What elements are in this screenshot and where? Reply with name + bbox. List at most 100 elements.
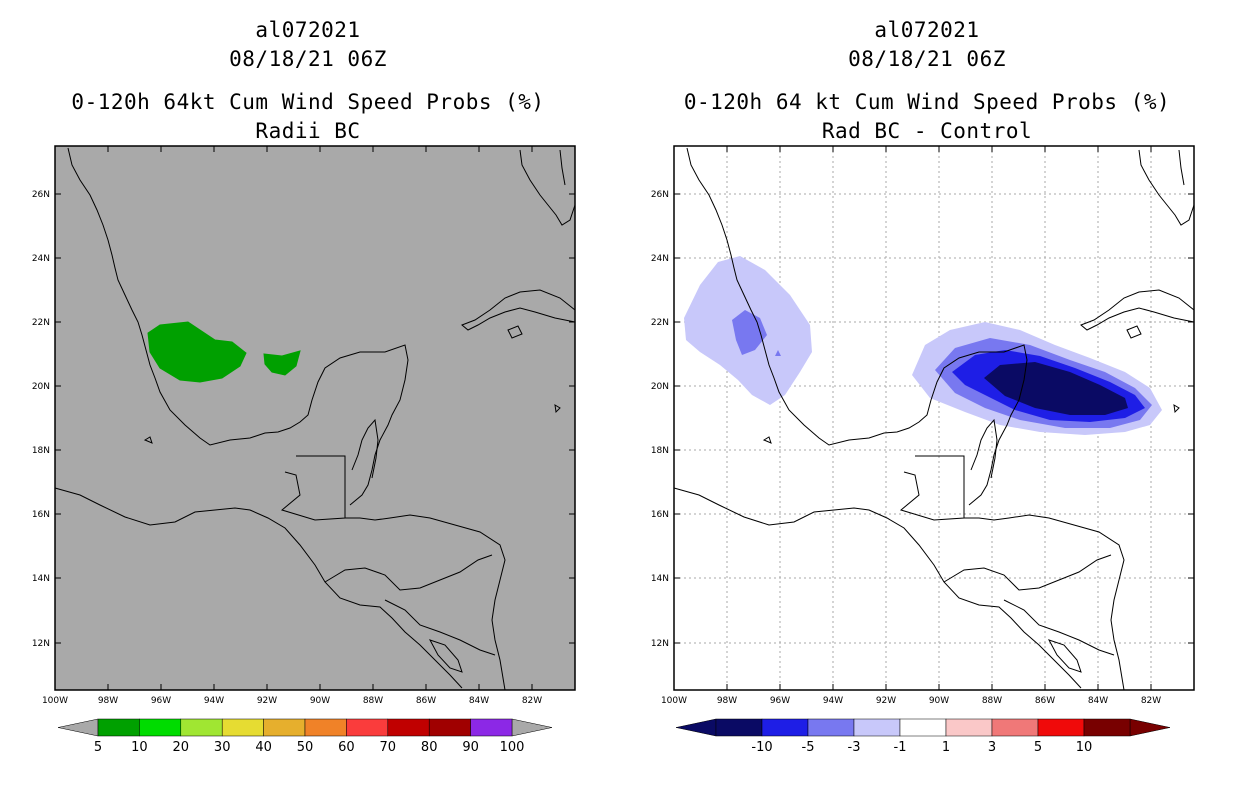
- left-map-background: [55, 146, 575, 690]
- left-lon-label: 86W: [416, 696, 436, 706]
- right-colorbar-label: -5: [802, 740, 815, 755]
- right-colorbar-high-arrow: [1129, 718, 1171, 737]
- left-title-product: 0-120h 64kt Cum Wind Speed Probs (%): [71, 90, 545, 114]
- left-prob-region-west: [147, 321, 247, 383]
- left-colorbar-label: 30: [214, 740, 231, 755]
- right-colorbar-low-arrow: [675, 718, 717, 737]
- left-prob-region-east: [263, 350, 301, 376]
- right-lon-label: 84W: [1088, 696, 1108, 706]
- left-lat-label: 26N: [32, 190, 50, 200]
- right-colorbar-label: -10: [751, 740, 772, 755]
- left-colorbar-swatch: [139, 718, 182, 737]
- right-colorbar-label: -3: [848, 740, 861, 755]
- left-lat-label: 12N: [32, 639, 50, 649]
- left-lon-label: 98W: [98, 696, 118, 706]
- right-title-product: 0-120h 64 kt Cum Wind Speed Probs (%): [683, 90, 1171, 114]
- left-lat-label: 24N: [32, 254, 50, 264]
- right-colorbar-swatch: [991, 718, 1039, 737]
- right-lat-label: 16N: [651, 510, 669, 520]
- right-lat-label: 14N: [651, 574, 669, 584]
- right-colorbar-swatch: [899, 718, 947, 737]
- left-lat-label: 16N: [32, 510, 50, 520]
- left-colorbar-swatch: [97, 718, 140, 737]
- right-lat-label: 20N: [651, 382, 669, 392]
- right-lat-label: 18N: [651, 446, 669, 456]
- left-colorbar-label: 90: [462, 740, 479, 755]
- left-colorbar-low-arrow: [57, 718, 99, 737]
- left-lon-label: 92W: [257, 696, 277, 706]
- left-colorbar-label: 100: [500, 740, 525, 755]
- right-title: al072021 08/18/21 06Z 0-120h 64 kt Cum W…: [667, 16, 1187, 146]
- left-colorbar-swatch: [180, 718, 223, 737]
- right-lon-label: 90W: [929, 696, 949, 706]
- left-colorbar-label: 60: [338, 740, 355, 755]
- left-lon-label: 100W: [42, 696, 68, 706]
- left-lat-label: 14N: [32, 574, 50, 584]
- right-lon-label: 86W: [1035, 696, 1055, 706]
- left-colorbar-swatch: [470, 718, 513, 737]
- right-title-variant: Rad BC - Control: [821, 119, 1033, 143]
- left-axis-ticks: [54, 146, 575, 690]
- left-lon-label: 96W: [151, 696, 171, 706]
- left-colorbar-swatch: [346, 718, 389, 737]
- left-colorbar-label: 50: [297, 740, 314, 755]
- right-axis-ticks: [673, 146, 1194, 690]
- right-anomaly-east-core: [984, 362, 1128, 415]
- right-lat-label: 24N: [651, 254, 669, 264]
- right-lon-label: 94W: [823, 696, 843, 706]
- left-lon-label: 84W: [469, 696, 489, 706]
- left-colorbar-label: 70: [380, 740, 397, 755]
- right-lon-label: 96W: [770, 696, 790, 706]
- right-lat-label: 26N: [651, 190, 669, 200]
- right-colorbar-swatch: [945, 718, 993, 737]
- left-colorbar-swatch: [263, 718, 306, 737]
- right-title-time: 08/18/21 06Z: [848, 47, 1006, 71]
- right-lon-label: 88W: [982, 696, 1002, 706]
- left-colorbar-label: 40: [255, 740, 272, 755]
- right-map-frame: [673, 145, 1195, 691]
- right-colorbar-swatch: [715, 718, 763, 737]
- right-colorbar-label: 5: [1034, 740, 1042, 755]
- right-lon-label: 82W: [1141, 696, 1161, 706]
- right-lat-label: 12N: [651, 639, 669, 649]
- left-lon-label: 94W: [204, 696, 224, 706]
- left-colorbar-swatch: [428, 718, 471, 737]
- right-colorbar-swatch: [761, 718, 809, 737]
- right-lon-label: 98W: [717, 696, 737, 706]
- right-colorbar: -10 -5 -3 -1 1 3 5 10: [675, 718, 1171, 755]
- left-title-variant: Radii BC: [255, 119, 361, 143]
- right-colorbar-label: 3: [988, 740, 996, 755]
- right-colorbar-label: -1: [894, 740, 907, 755]
- left-lon-label: 88W: [363, 696, 383, 706]
- right-anomaly-west-dot: [775, 350, 781, 356]
- left-lat-label: 18N: [32, 446, 50, 456]
- axis-labels: 26N 24N 22N 20N 18N 16N 14N 12N 100W 98W 96W 94W 92W…: [32, 190, 1161, 706]
- right-colorbar-swatch: [853, 718, 901, 737]
- left-lon-label: 90W: [310, 696, 330, 706]
- left-colorbar-swatch: [304, 718, 347, 737]
- left-colorbar-high-arrow: [511, 718, 553, 737]
- left-map-frame: [54, 145, 576, 691]
- left-colorbar-label: 20: [173, 740, 190, 755]
- left-title: al072021 08/18/21 06Z 0-120h 64kt Cum Wi…: [48, 16, 568, 146]
- left-lat-label: 22N: [32, 318, 50, 328]
- right-title-storm: al072021: [874, 18, 980, 42]
- right-colorbar-swatch: [807, 718, 855, 737]
- left-colorbar-label: 10: [131, 740, 148, 755]
- left-colorbar: 5 10 20 30 40 50 60 70 80 90 100: [57, 718, 553, 755]
- left-title-storm: al072021: [255, 18, 361, 42]
- right-colorbar-swatch: [1037, 718, 1085, 737]
- right-colorbar-label: 1: [942, 740, 950, 755]
- right-lon-label: 100W: [661, 696, 687, 706]
- right-lat-label: 22N: [651, 318, 669, 328]
- right-anomaly-west-medium: [732, 310, 767, 355]
- left-colorbar-label: 80: [421, 740, 438, 755]
- left-title-time: 08/18/21 06Z: [229, 47, 387, 71]
- right-colorbar-swatch: [1083, 718, 1131, 737]
- left-lat-label: 20N: [32, 382, 50, 392]
- left-colorbar-swatch: [221, 718, 264, 737]
- right-colorbar-label: 10: [1076, 740, 1093, 755]
- left-colorbar-label: 5: [94, 740, 102, 755]
- left-lon-label: 82W: [522, 696, 542, 706]
